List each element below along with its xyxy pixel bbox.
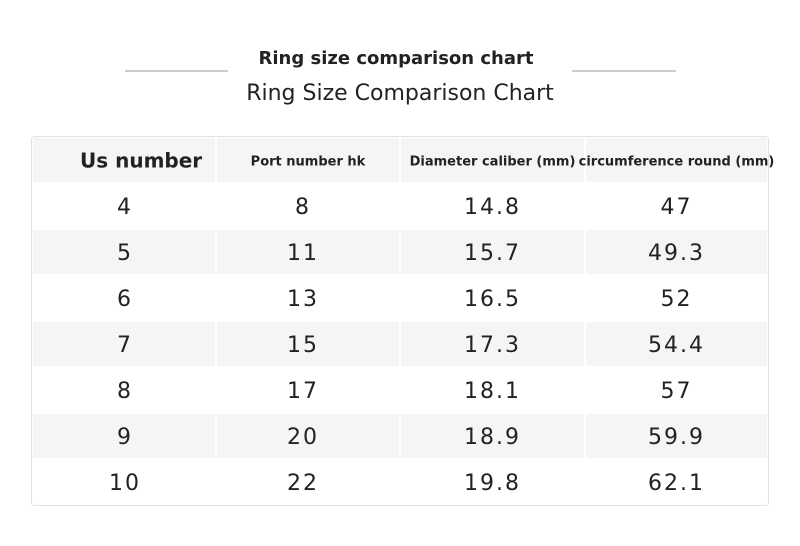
cell-text: 5 — [117, 241, 133, 266]
cell-text: 47 — [661, 195, 693, 220]
cell-text: 10 — [109, 471, 141, 496]
cell — [586, 138, 767, 182]
cell — [33, 276, 215, 320]
cell — [401, 184, 584, 228]
cell — [586, 230, 767, 274]
column-header: Port number hk — [251, 155, 366, 170]
cell-text: 18.1 — [464, 379, 521, 404]
column-header: circumference round (mm) — [579, 155, 775, 170]
cell-text: 20 — [287, 425, 319, 450]
cell — [33, 368, 215, 412]
cell-text: 14.8 — [464, 195, 521, 220]
cell — [401, 414, 584, 458]
cell-text: 9 — [117, 425, 133, 450]
cell-text: 49.3 — [648, 241, 705, 266]
cell-text: 15.7 — [464, 241, 521, 266]
cell — [33, 230, 215, 274]
cell — [217, 414, 399, 458]
column-header: Diameter caliber (mm) — [410, 155, 576, 170]
cell — [33, 184, 215, 228]
column-header: Us number — [80, 149, 202, 173]
cell — [217, 368, 399, 412]
cell-text: 16.5 — [464, 287, 521, 312]
cell — [33, 322, 215, 366]
cell — [33, 138, 215, 182]
cell-text: 8 — [295, 195, 311, 220]
cell-text: 13 — [287, 287, 319, 312]
cell-text: 11 — [287, 241, 319, 266]
cell — [217, 460, 399, 504]
cell — [586, 414, 767, 458]
cell — [401, 276, 584, 320]
cell-text: 17.3 — [464, 333, 521, 358]
cell — [401, 230, 584, 274]
cell — [586, 460, 767, 504]
cell — [217, 184, 399, 228]
cell-text: 19.8 — [464, 471, 521, 496]
table-frame — [31, 136, 769, 506]
cell — [217, 230, 399, 274]
cell — [401, 138, 584, 182]
cell-text: 6 — [117, 287, 133, 312]
cell-text: 62.1 — [648, 471, 705, 496]
cell — [217, 322, 399, 366]
title: Ring size comparison chart — [259, 48, 534, 69]
cell — [33, 460, 215, 504]
cell — [217, 276, 399, 320]
cell-text: 22 — [287, 471, 319, 496]
cell-text: 7 — [117, 333, 133, 358]
cell-text: 4 — [117, 195, 133, 220]
cell — [217, 138, 399, 182]
cell-text: 17 — [287, 379, 319, 404]
cell-text: 57 — [661, 379, 693, 404]
cell — [586, 368, 767, 412]
cell-text: 8 — [117, 379, 133, 404]
size-table: Us number Port number hk Diameter caliber … — [31, 136, 775, 506]
subtitle: Ring Size Comparison Chart — [246, 81, 554, 106]
cell — [401, 368, 584, 412]
cell — [586, 276, 767, 320]
cell — [33, 414, 215, 458]
cell-text: 54.4 — [648, 333, 705, 358]
cell-text: 59.9 — [648, 425, 705, 450]
cell-text: 52 — [661, 287, 693, 312]
cell-text: 18.9 — [464, 425, 521, 450]
cell — [401, 460, 584, 504]
cell — [586, 184, 767, 228]
cell — [586, 322, 767, 366]
cell-text: 15 — [287, 333, 319, 358]
cell — [401, 322, 584, 366]
